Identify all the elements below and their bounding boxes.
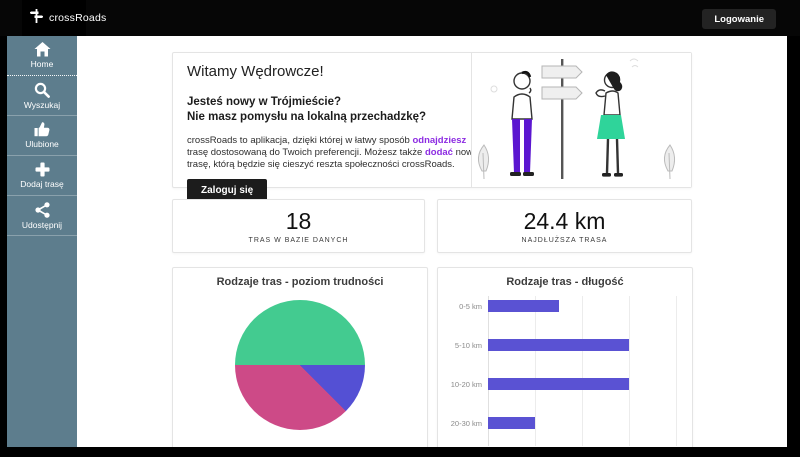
brand-name: crossRoads: [49, 12, 107, 24]
length-bar-chart-card: Rodzaje tras - długość 024680-5 km5-10 k…: [437, 267, 693, 447]
welcome-card: Witamy Wędrowcze! Jesteś nowy w Trójmieś…: [172, 52, 692, 202]
sidebar-item-label: Ulubione: [25, 139, 59, 149]
welcome-subtitle: Jesteś nowy w Trójmieście? Nie masz pomy…: [187, 96, 427, 123]
sidebar-item-label: Dodaj trasę: [20, 179, 64, 189]
stat-card-total-routes: 18 TRAS W BAZIE DANYCH: [172, 199, 425, 253]
home-icon: [34, 42, 51, 57]
sidebar-item-label: Home: [30, 59, 54, 69]
stat-label: TRAS W BAZIE DANYCH: [248, 237, 349, 244]
sidebar-item-ulubione[interactable]: Ulubione: [7, 116, 77, 156]
welcome-title: Witamy Wędrowcze!: [187, 63, 324, 80]
bar-rect[interactable]: [488, 417, 535, 429]
welcome-paragraph: crossRoads to aplikacja, dzięki której w…: [187, 134, 479, 170]
stat-value: 18: [285, 208, 312, 234]
main-content: Witamy Wędrowcze! Jesteś nowy w Trójmieś…: [77, 36, 787, 447]
bar-chart-gridline: [629, 296, 630, 446]
sidebar-item-udostepnij[interactable]: Udostępnij: [7, 196, 77, 236]
top-navbar: crossRoads Logowanie: [0, 0, 800, 36]
bar-chart-gridline: [535, 296, 536, 446]
sidebar-item-home[interactable]: Home: [7, 36, 77, 76]
sidebar-item-label: Udostępnij: [21, 219, 63, 230]
crossroads-illustration: [471, 53, 691, 187]
share-icon: [34, 201, 50, 218]
bar-category-label: 20-30 km: [450, 419, 482, 428]
bar-category-label: 0-5 km: [459, 302, 482, 311]
zaloguj-sie-button[interactable]: Zaloguj się: [187, 178, 268, 202]
search-icon: [34, 82, 50, 98]
bar-row: 20-30 km: [438, 417, 692, 429]
bar-chart-gridline: [488, 296, 489, 446]
sidebar-item-wyszukaj[interactable]: Wyszukaj: [7, 76, 77, 116]
sidebar-nav: Home Wyszukaj Ulubione Dodaj trasę: [7, 36, 77, 447]
stat-card-longest-route: 24.4 km NAJDŁUŻSZA TRASA: [437, 199, 692, 253]
bar-row: 5-10 km: [438, 339, 692, 351]
difficulty-pie-chart-card: Rodzaje tras - poziom trudności: [172, 267, 428, 447]
bar-chart-title: Rodzaje tras - długość: [506, 276, 624, 288]
thumbs-up-icon: [34, 122, 50, 137]
bar-rect[interactable]: [488, 339, 629, 351]
bar-row: 10-20 km: [438, 378, 692, 390]
brand-logo[interactable]: crossRoads: [22, 0, 106, 36]
pie-chart-title: Rodzaje tras - poziom trudności: [216, 276, 384, 288]
stat-value: 24.4 km: [523, 208, 606, 234]
login-button[interactable]: Logowanie: [702, 9, 776, 29]
bar-chart-gridline: [676, 296, 677, 446]
sidebar-item-dodaj-trase[interactable]: Dodaj trasę: [7, 156, 77, 196]
difficulty-pie-chart[interactable]: [235, 300, 365, 430]
bar-rect[interactable]: [488, 378, 629, 390]
bar-rect[interactable]: [488, 300, 559, 312]
link-odnajdziesz[interactable]: odnajdziesz: [412, 134, 467, 146]
link-dodac[interactable]: dodać: [424, 146, 453, 158]
bar-row: 0-5 km: [438, 300, 692, 312]
stat-label: NAJDŁUŻSZA TRASA: [521, 237, 608, 244]
bar-chart-gridline: [582, 296, 583, 446]
sidebar-item-label: Wyszukaj: [23, 99, 61, 110]
welcome-text: Witamy Wędrowcze! Jesteś nowy w Trójmieś…: [173, 53, 478, 202]
bar-category-label: 5-10 km: [454, 341, 482, 350]
bar-category-label: 10-20 km: [450, 380, 482, 389]
signpost-logo-icon: [29, 8, 44, 29]
plus-icon: [35, 162, 50, 177]
